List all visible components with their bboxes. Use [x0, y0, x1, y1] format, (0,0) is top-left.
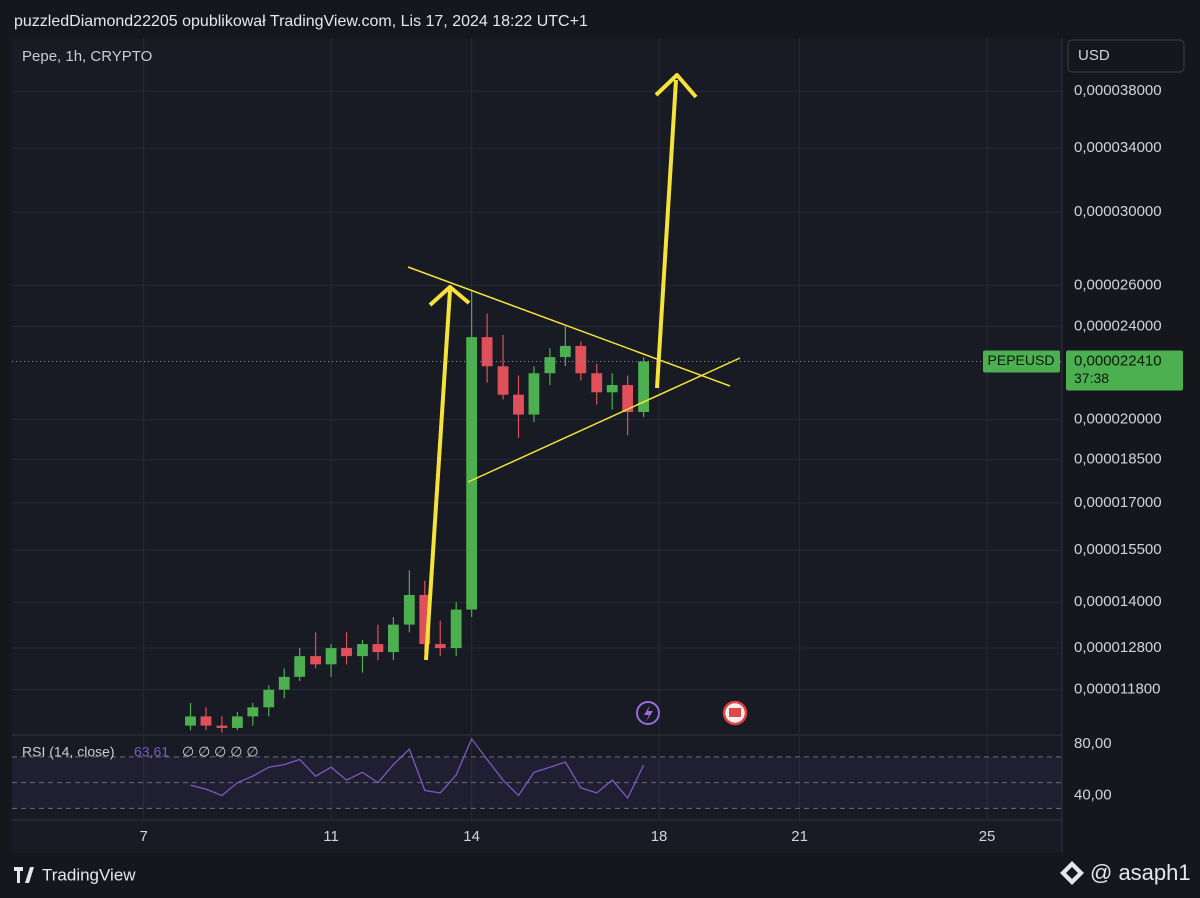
candle-body	[450, 609, 462, 649]
candle-body	[325, 648, 337, 665]
arrow-head	[428, 285, 471, 307]
y-tick-label: 0,000012800	[1074, 639, 1162, 656]
y-tick-label: 0,000024000	[1074, 317, 1162, 334]
arrow-head	[654, 73, 698, 99]
candle-body	[559, 345, 571, 358]
candle-body	[544, 357, 556, 374]
candle-body	[575, 345, 587, 374]
brand: TradingView	[14, 865, 136, 884]
watermark-logo	[1060, 861, 1084, 885]
trendline	[467, 357, 741, 483]
rsi-title: RSI (14, close)	[22, 744, 115, 760]
x-tick-label: 18	[651, 828, 668, 845]
currency-button[interactable]	[1067, 39, 1185, 73]
brand-name: TradingView	[42, 865, 136, 884]
brand-logo	[14, 867, 34, 883]
candle-body	[638, 361, 650, 413]
candle-body	[403, 594, 415, 625]
rsi-value: 63,61	[134, 744, 169, 760]
y-tick-label: 0,000020000	[1074, 411, 1162, 428]
candle-body	[294, 656, 306, 677]
y-tick-label: 0,000026000	[1074, 276, 1162, 293]
candle-body	[513, 394, 524, 415]
y-tick-label: 0,000018500	[1074, 451, 1162, 468]
y-tick-label: 0,000015500	[1074, 541, 1162, 558]
candle-body	[263, 689, 275, 708]
candle-body	[497, 366, 509, 395]
marks	[12, 291, 1062, 800]
symbol-tag	[983, 350, 1060, 373]
candle-body	[434, 644, 446, 649]
x-tick-label: 21	[791, 828, 808, 845]
watermark: @ asaph1	[1090, 860, 1191, 885]
currency: USD	[1078, 47, 1110, 64]
candle-body	[231, 716, 243, 728]
candle-body	[528, 373, 540, 415]
price-label: 0,000022410	[1074, 352, 1162, 369]
rsi-line	[190, 737, 645, 800]
candle-body	[216, 725, 228, 728]
arrow	[655, 79, 678, 389]
symbol-label: PEPEUSD	[988, 352, 1055, 368]
candle-body	[419, 594, 431, 645]
candle-body	[606, 385, 618, 393]
y-tick-label: 0,000011800	[1074, 681, 1160, 698]
candle-body	[387, 624, 399, 653]
candle-body	[481, 337, 493, 367]
annotations	[407, 73, 741, 661]
candle-body	[185, 716, 196, 726]
candle-body	[200, 716, 212, 726]
candle-body	[247, 707, 259, 717]
countdown: 37:38	[1074, 370, 1109, 386]
grid	[12, 38, 1062, 820]
x-tick-label: 7	[139, 828, 147, 845]
y-tick-label: 40,00	[1074, 786, 1112, 803]
arrow	[424, 289, 452, 661]
y-tick-label: 0,000017000	[1074, 494, 1162, 511]
x-tick-label: 25	[979, 828, 996, 845]
event-icon	[644, 705, 653, 722]
candle-body	[341, 648, 352, 657]
y-tick-label: 80,00	[1074, 735, 1112, 752]
flag-icon	[729, 708, 741, 717]
candle-body	[310, 656, 322, 665]
x-tick-label: 14	[463, 828, 480, 845]
event-icon[interactable]	[636, 701, 660, 725]
candle-body	[357, 644, 368, 657]
candle-body	[622, 385, 634, 413]
candle-body	[466, 337, 478, 610]
rsi-placeholders: ∅ ∅ ∅ ∅ ∅	[182, 744, 259, 760]
x-tick-label: 11	[323, 828, 339, 845]
y-tick-label: 0,000034000	[1074, 139, 1162, 156]
chart-title: Pepe, 1h, CRYPTO	[22, 48, 152, 65]
candle-body	[591, 373, 603, 393]
trendline	[407, 266, 731, 387]
y-tick-label: 0,000014000	[1074, 593, 1162, 610]
candle-body	[278, 676, 290, 690]
header-title: puzzledDiamond22205 opublikował TradingV…	[14, 13, 588, 30]
plot-area	[12, 38, 1062, 853]
y-tick-label: 0,000038000	[1074, 82, 1162, 99]
price-tag	[1066, 350, 1183, 391]
y-tick-label: 0,000030000	[1074, 203, 1162, 220]
candle-body	[372, 644, 384, 653]
